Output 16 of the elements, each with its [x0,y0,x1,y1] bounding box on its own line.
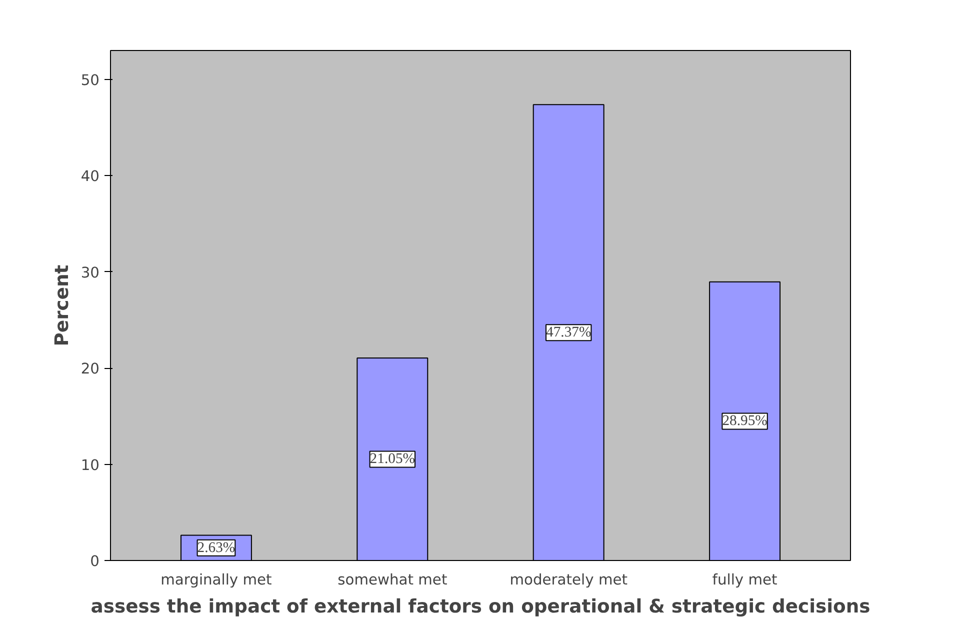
bar [532,104,604,560]
y-axis-title: Percent [52,264,73,346]
bar [356,357,428,560]
x-axis-title: assess the impact of external factors on operational & strategic decisions [90,596,870,618]
x-tick-label: somewhat met [338,572,448,588]
x-tick-label: marginally met [160,572,272,588]
y-tick-label: 0 [90,553,100,570]
x-tick-label: fully met [712,572,778,588]
bar [709,281,781,560]
y-tick-label: 10 [80,456,100,474]
x-tick-label: moderately met [510,572,628,588]
y-tick-label: 20 [80,360,100,378]
y-tick-label: 40 [80,168,100,186]
y-tick-label: 30 [80,264,100,282]
data-label: 28.95% [722,413,768,430]
y-tick-label: 50 [80,72,100,89]
